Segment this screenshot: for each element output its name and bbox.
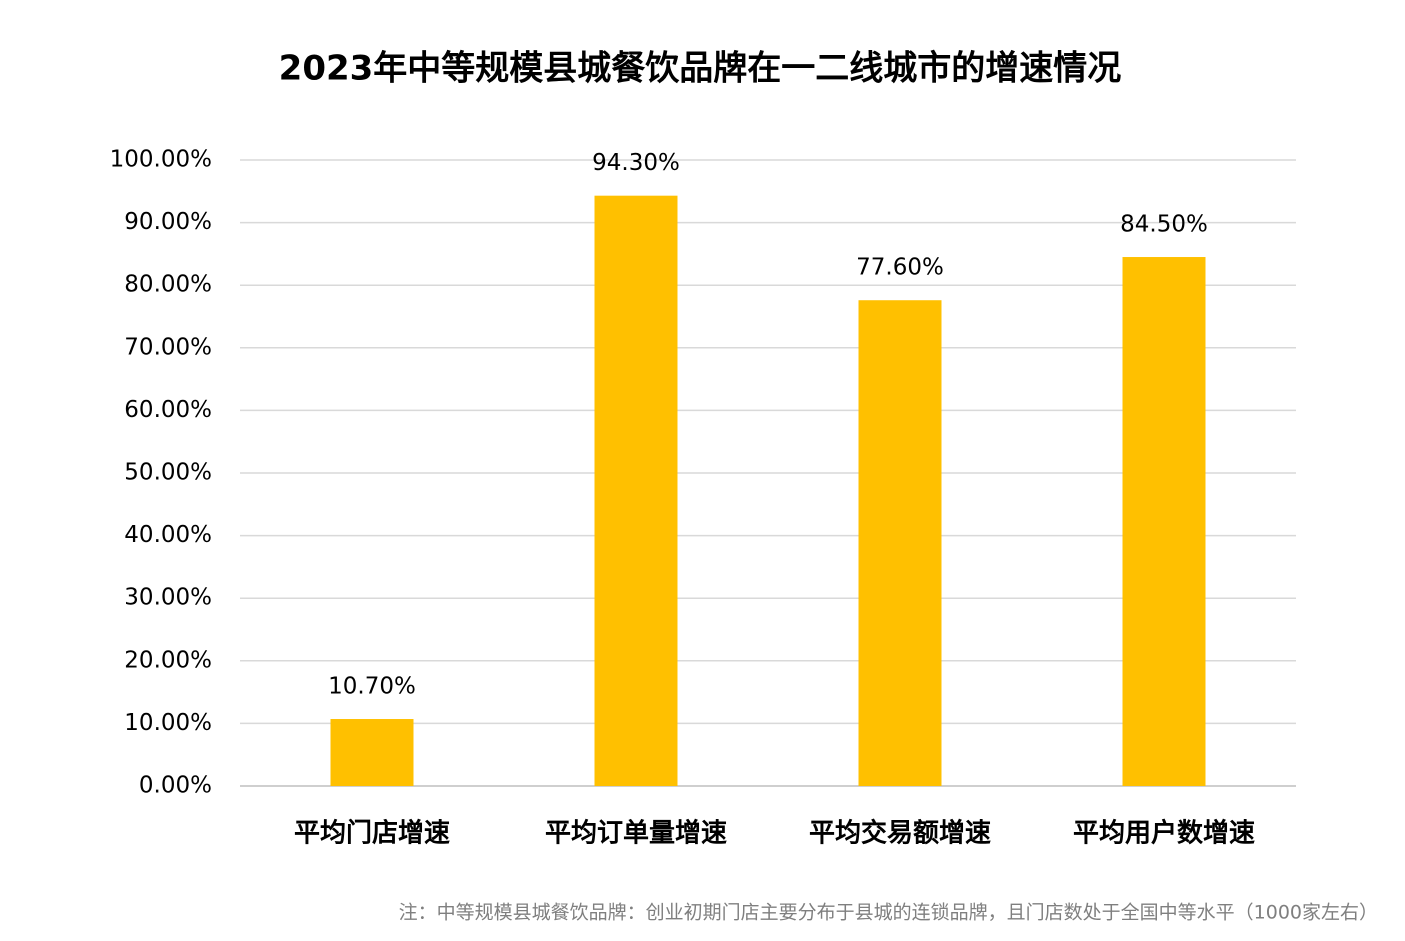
y-tick-label: 60.00% <box>124 397 212 423</box>
value-label: 77.60% <box>856 255 944 281</box>
bar <box>594 195 678 786</box>
value-label: 84.50% <box>1120 212 1208 238</box>
bar <box>1122 257 1206 786</box>
y-tick-label: 10.00% <box>124 710 212 736</box>
bar <box>858 300 942 786</box>
y-tick-label: 20.00% <box>124 647 212 673</box>
x-tick-label: 平均订单量增速 <box>545 818 727 849</box>
note: 注：中等规模县城餐饮品牌：创业初期门店主要分布于县城的连锁品牌，且门店数处于全国… <box>399 902 1378 924</box>
x-tick-label: 平均门店增速 <box>294 818 450 849</box>
value-label: 10.70% <box>328 674 416 700</box>
y-tick-label: 80.00% <box>124 272 212 298</box>
y-tick-label: 0.00% <box>139 773 212 799</box>
bar <box>330 719 414 786</box>
chart-title: 2023年中等规模县城餐饮品牌在一二线城市的增速情况 <box>279 49 1122 89</box>
x-tick-label: 平均用户数增速 <box>1073 818 1255 849</box>
y-tick-label: 100.00% <box>110 147 212 173</box>
value-label: 94.30% <box>592 150 680 176</box>
y-tick-label: 30.00% <box>124 585 212 611</box>
y-tick-label: 70.00% <box>124 334 212 360</box>
y-tick-label: 50.00% <box>124 460 212 486</box>
y-tick-label: 90.00% <box>124 209 212 235</box>
x-tick-label: 平均交易额增速 <box>809 818 991 849</box>
y-tick-label: 40.00% <box>124 522 212 548</box>
